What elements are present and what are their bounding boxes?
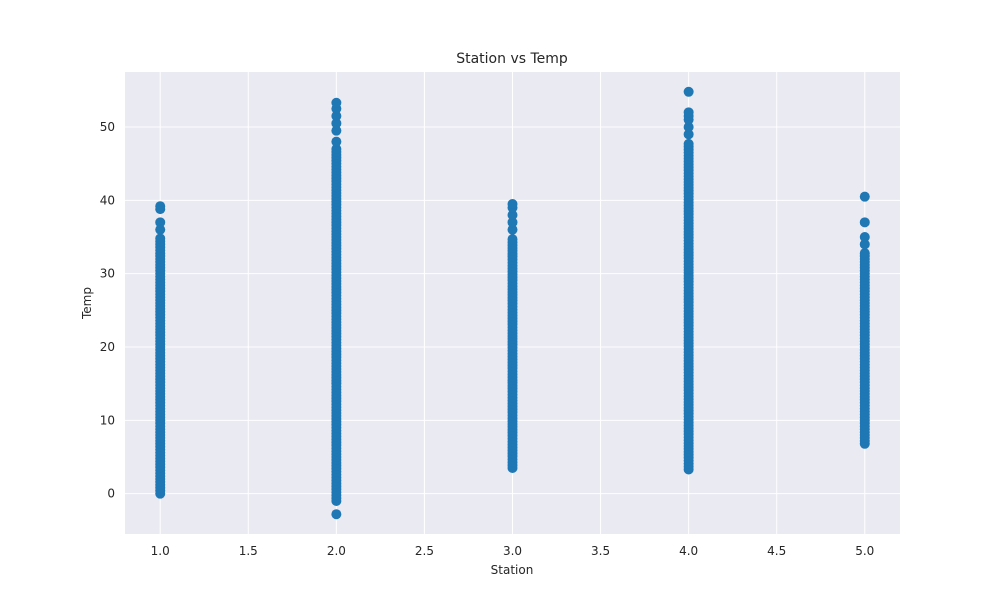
- data-point: [331, 137, 341, 147]
- x-tick-label: 1.5: [239, 544, 258, 558]
- data-point: [860, 232, 870, 242]
- chart-title: Station vs Temp: [456, 51, 568, 67]
- y-tick-label: 10: [100, 413, 115, 427]
- data-point: [508, 199, 518, 209]
- data-point: [860, 248, 870, 258]
- x-tick-label: 4.5: [767, 544, 786, 558]
- data-point: [155, 217, 165, 227]
- y-tick-label: 50: [100, 120, 115, 134]
- x-tick-label: 2.5: [415, 544, 434, 558]
- y-tick-label: 20: [100, 340, 115, 354]
- data-point: [860, 217, 870, 227]
- series-station-4: [684, 87, 694, 475]
- x-tick-label: 2.0: [327, 544, 346, 558]
- data-point: [860, 192, 870, 202]
- series-station-1: [155, 201, 165, 498]
- x-tick-label: 3.5: [591, 544, 610, 558]
- x-tick-label: 5.0: [855, 544, 874, 558]
- data-point: [331, 98, 341, 108]
- y-axis-label: Temp: [80, 287, 94, 320]
- series-station-3: [508, 199, 518, 473]
- data-point: [684, 139, 694, 149]
- y-tick-label: 40: [100, 193, 115, 207]
- x-tick-label: 3.0: [503, 544, 522, 558]
- x-tick-label: 4.0: [679, 544, 698, 558]
- x-tick-label: 1.0: [151, 544, 170, 558]
- data-point: [684, 107, 694, 117]
- series-station-2: [331, 98, 341, 519]
- data-point: [508, 234, 518, 244]
- x-axis-label: Station: [491, 563, 534, 577]
- data-point: [155, 201, 165, 211]
- data-point: [684, 87, 694, 97]
- y-tick-label: 30: [100, 267, 115, 281]
- data-point: [155, 233, 165, 243]
- data-point: [331, 509, 341, 519]
- y-tick-label: 0: [107, 487, 115, 501]
